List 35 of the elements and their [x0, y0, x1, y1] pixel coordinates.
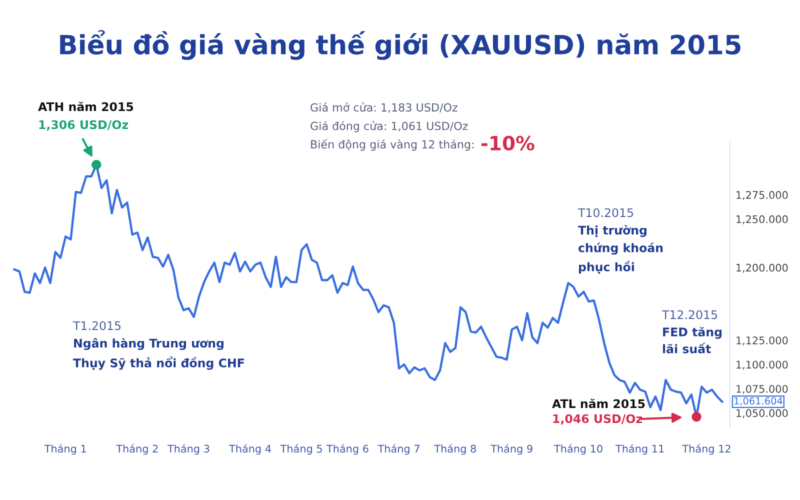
annotation: 1,046 USD/Oz: [553, 414, 642, 425]
x-tick-label: Tháng 10: [554, 444, 602, 455]
text: 1,306 USD/Oz: [39, 120, 128, 131]
annotation: T10.2015: [578, 208, 633, 218]
x-tick-label: Tháng 2: [116, 444, 158, 455]
x-tick-label: Tháng 8: [434, 444, 476, 455]
text: Giá mở cửa: 1,183 USD/Oz: [310, 102, 458, 113]
text: 1,061.604: [734, 397, 782, 406]
x-tick-label: Tháng 7: [378, 444, 420, 455]
x-tick-label: Tháng 12: [682, 444, 730, 455]
x-tick-label: Tháng 3: [167, 444, 210, 455]
annotation: T1.2015: [72, 321, 120, 330]
y-tick-label: 1,050.000: [736, 409, 788, 418]
annotation: Biến động giá vàng 12 tháng:: [311, 139, 474, 151]
y-tick-label: 1,125.000: [736, 336, 788, 346]
chart-title: Biểu đồ giá vàng thế giới (XAUUSD) năm 2015: [60, 30, 740, 60]
annotation: ATL năm 2015: [552, 398, 645, 408]
annotation: FED tăng lãi suất: [662, 327, 722, 354]
annotation: Ngân hàng Trung ương Thụy Sỹ thả nổi đồng CHF: [73, 338, 244, 370]
annotation: -10%: [481, 136, 534, 150]
x-tick-label: Tháng 6: [326, 444, 368, 455]
x-tick-label: Tháng 4: [228, 444, 271, 455]
y-tick-label: 1,250.000: [736, 215, 788, 224]
x-tick-label: Tháng 5: [280, 444, 322, 455]
y-tick-label: 1,100.000: [736, 360, 788, 370]
annotation: T12.2015: [662, 310, 717, 320]
text: ATH năm 2015: [38, 102, 134, 112]
x-tick-label: Tháng 1: [44, 444, 86, 455]
annotation: Thị trường chứng khoán phục hồi: [578, 225, 663, 274]
text: Giá đóng cửa: 1,061 USD/Oz: [310, 121, 468, 132]
y-tick-label: 1,275.000: [736, 191, 788, 200]
y-tick-label: 1,200.000: [736, 264, 788, 273]
x-tick-label: Tháng 9: [490, 444, 532, 455]
y-tick-label: 1,075.000: [736, 384, 788, 394]
x-tick-label: Tháng 11: [615, 444, 664, 455]
